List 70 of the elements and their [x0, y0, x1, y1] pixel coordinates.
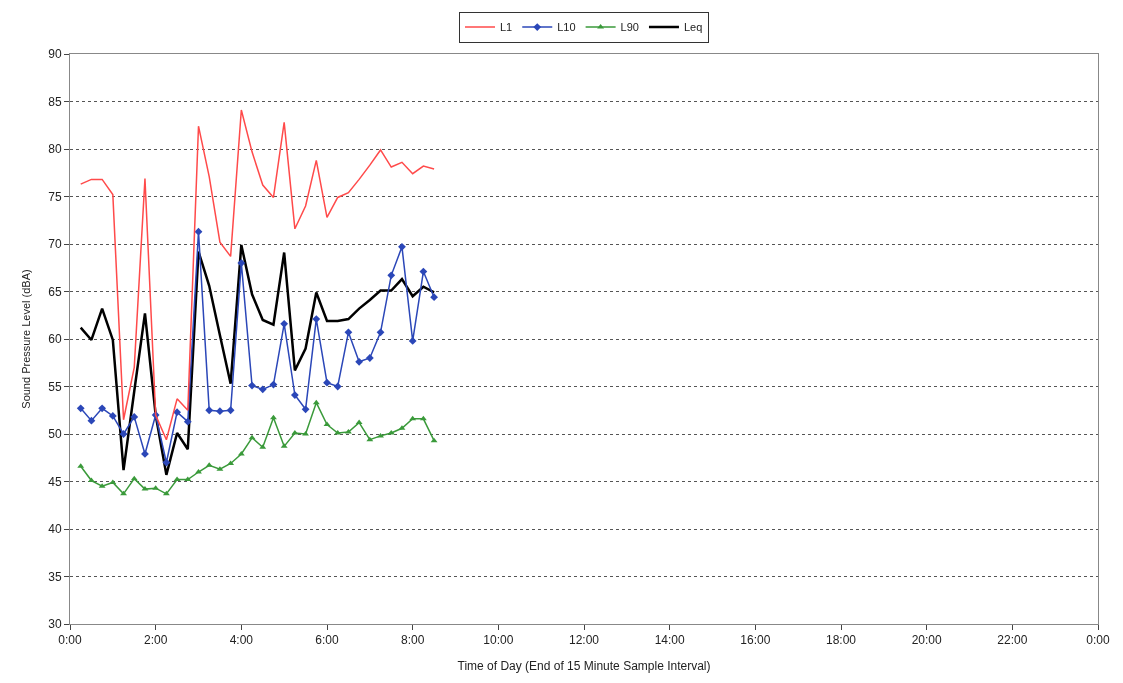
point	[98, 404, 107, 413]
y-tick-label: 30	[48, 617, 62, 632]
point	[258, 385, 267, 394]
point	[119, 430, 128, 438]
x-tick-label: 12:00	[568, 633, 600, 648]
point	[195, 469, 202, 474]
y-tick-label: 60	[48, 332, 62, 347]
y-tick-label: 70	[48, 237, 62, 252]
legend-label: L90	[620, 21, 639, 34]
point	[376, 328, 385, 337]
y-tick-label: 80	[48, 142, 62, 157]
point	[355, 357, 364, 366]
point	[398, 242, 406, 251]
x-tick-label: 0:00	[58, 633, 82, 648]
point	[226, 406, 235, 415]
point	[194, 227, 203, 236]
point	[87, 416, 96, 425]
x-tick-label: 16:00	[740, 633, 771, 648]
point	[419, 267, 428, 276]
x-tick-label: 2:00	[143, 633, 168, 648]
point	[408, 337, 417, 345]
point	[344, 328, 353, 337]
point	[333, 382, 342, 391]
point	[387, 271, 396, 280]
x-tick-label: 0:00	[1086, 633, 1110, 648]
x-axis-title: Time of Day (End of 15 Minute Sample Interval)	[457, 659, 711, 674]
point	[269, 380, 278, 389]
x-tick-label: 20:00	[911, 633, 943, 648]
y-tick-label: 45	[48, 474, 62, 489]
point	[173, 476, 181, 482]
x-tick-label: 6:00	[315, 633, 339, 648]
x-tick-label: 10:00	[483, 633, 514, 648]
legend-label: L1	[500, 21, 513, 34]
point	[365, 354, 374, 362]
x-tick-label: 8:00	[400, 633, 425, 648]
y-tick-label: 35	[48, 569, 62, 584]
point	[312, 315, 321, 323]
y-tick-label: 40	[48, 522, 62, 537]
point	[183, 417, 192, 426]
y-tick-label: 90	[48, 47, 62, 62]
point	[108, 412, 117, 420]
x-tick-label: 14:00	[654, 633, 686, 648]
line-series	[79, 109, 435, 441]
point	[248, 381, 256, 390]
y-axis-title: Sound Pressure Level (dBA)	[19, 269, 32, 409]
point	[76, 404, 85, 413]
x-tick-label: 4:00	[229, 633, 254, 648]
x-tick-label: 22:00	[997, 633, 1028, 648]
point	[430, 293, 438, 302]
point	[301, 405, 310, 414]
point	[280, 319, 289, 328]
point	[130, 413, 139, 421]
legend-label: Leq	[683, 21, 703, 34]
y-tick-label: 85	[48, 94, 62, 109]
point	[162, 458, 171, 467]
point	[323, 378, 331, 387]
y-tick-label: 50	[48, 427, 62, 442]
point	[141, 450, 149, 458]
y-tick-label: 75	[48, 189, 62, 204]
legend-label: L10	[557, 21, 576, 34]
y-tick-label: 65	[48, 284, 62, 299]
point	[355, 419, 363, 425]
point	[237, 259, 246, 267]
x-tick-label: 18:00	[825, 633, 857, 648]
point	[205, 406, 214, 415]
y-tick-label: 55	[48, 379, 62, 394]
point	[430, 437, 438, 443]
point	[216, 407, 224, 416]
point	[290, 391, 299, 399]
point	[87, 477, 95, 483]
